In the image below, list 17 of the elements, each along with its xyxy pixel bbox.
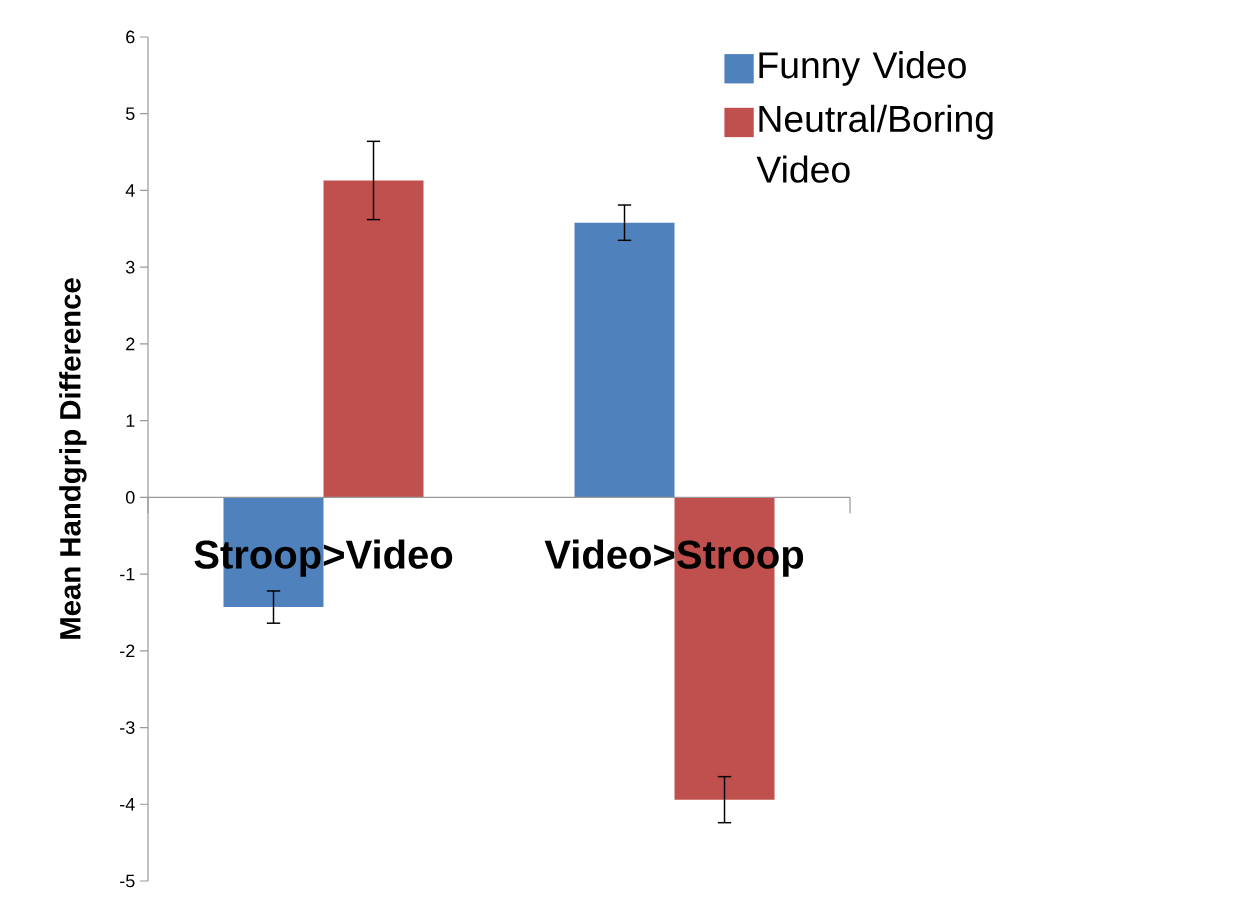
legend-label: Funny Video bbox=[759, 51, 966, 86]
bar bbox=[574, 222, 675, 498]
y-tick-label: 4 bbox=[125, 184, 135, 197]
y-tick-label: 3 bbox=[125, 260, 135, 274]
bar bbox=[323, 180, 424, 498]
y-tick-label: 0 bbox=[125, 490, 135, 504]
y-tick-label: -2 bbox=[120, 644, 135, 658]
y-axis-title: Mean Handgrip Difference bbox=[59, 278, 87, 639]
y-tick-label: 6 bbox=[126, 30, 135, 44]
y-tick-label: 5 bbox=[125, 107, 135, 120]
y-tick-label: 1 bbox=[126, 414, 135, 427]
legend-label: Neutral/Boring Video bbox=[756, 104, 993, 183]
y-tick-label: -5 bbox=[120, 874, 135, 888]
y-tick-label: -3 bbox=[120, 721, 135, 734]
y-tick-label: 2 bbox=[126, 337, 135, 351]
y-tick-label: -4 bbox=[120, 798, 135, 811]
y-tick-label: -1 bbox=[120, 567, 135, 581]
